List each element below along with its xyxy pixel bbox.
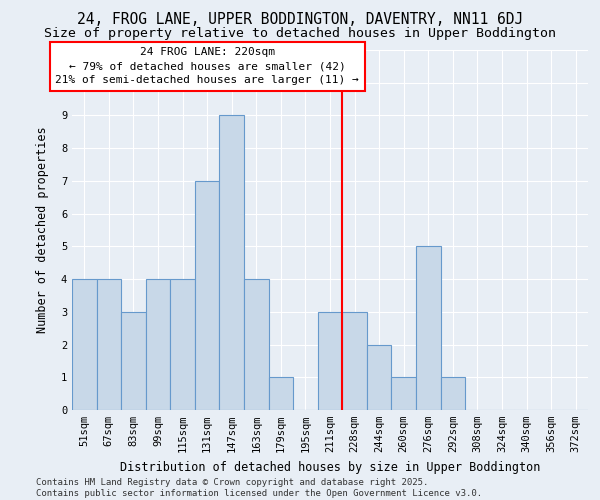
Text: Contains HM Land Registry data © Crown copyright and database right 2025.
Contai: Contains HM Land Registry data © Crown c… (36, 478, 482, 498)
Bar (170, 279, 195, 410)
Bar (244, 279, 269, 410)
Bar (97, 279, 121, 410)
Text: 24 FROG LANE: 220sqm
← 79% of detached houses are smaller (42)
21% of semi-detac: 24 FROG LANE: 220sqm ← 79% of detached h… (55, 48, 359, 86)
Bar (318, 312, 342, 410)
X-axis label: Distribution of detached houses by size in Upper Boddington: Distribution of detached houses by size … (120, 460, 540, 473)
Bar (195, 181, 220, 410)
Bar (72, 279, 97, 410)
Text: 24, FROG LANE, UPPER BODDINGTON, DAVENTRY, NN11 6DJ: 24, FROG LANE, UPPER BODDINGTON, DAVENTR… (77, 12, 523, 28)
Bar (220, 116, 244, 410)
Bar (416, 246, 440, 410)
Bar (121, 312, 146, 410)
Y-axis label: Number of detached properties: Number of detached properties (36, 126, 49, 334)
Bar (440, 378, 465, 410)
Bar (269, 378, 293, 410)
Bar (342, 312, 367, 410)
Bar (367, 344, 391, 410)
Bar (391, 378, 416, 410)
Text: Size of property relative to detached houses in Upper Boddington: Size of property relative to detached ho… (44, 28, 556, 40)
Bar (146, 279, 170, 410)
